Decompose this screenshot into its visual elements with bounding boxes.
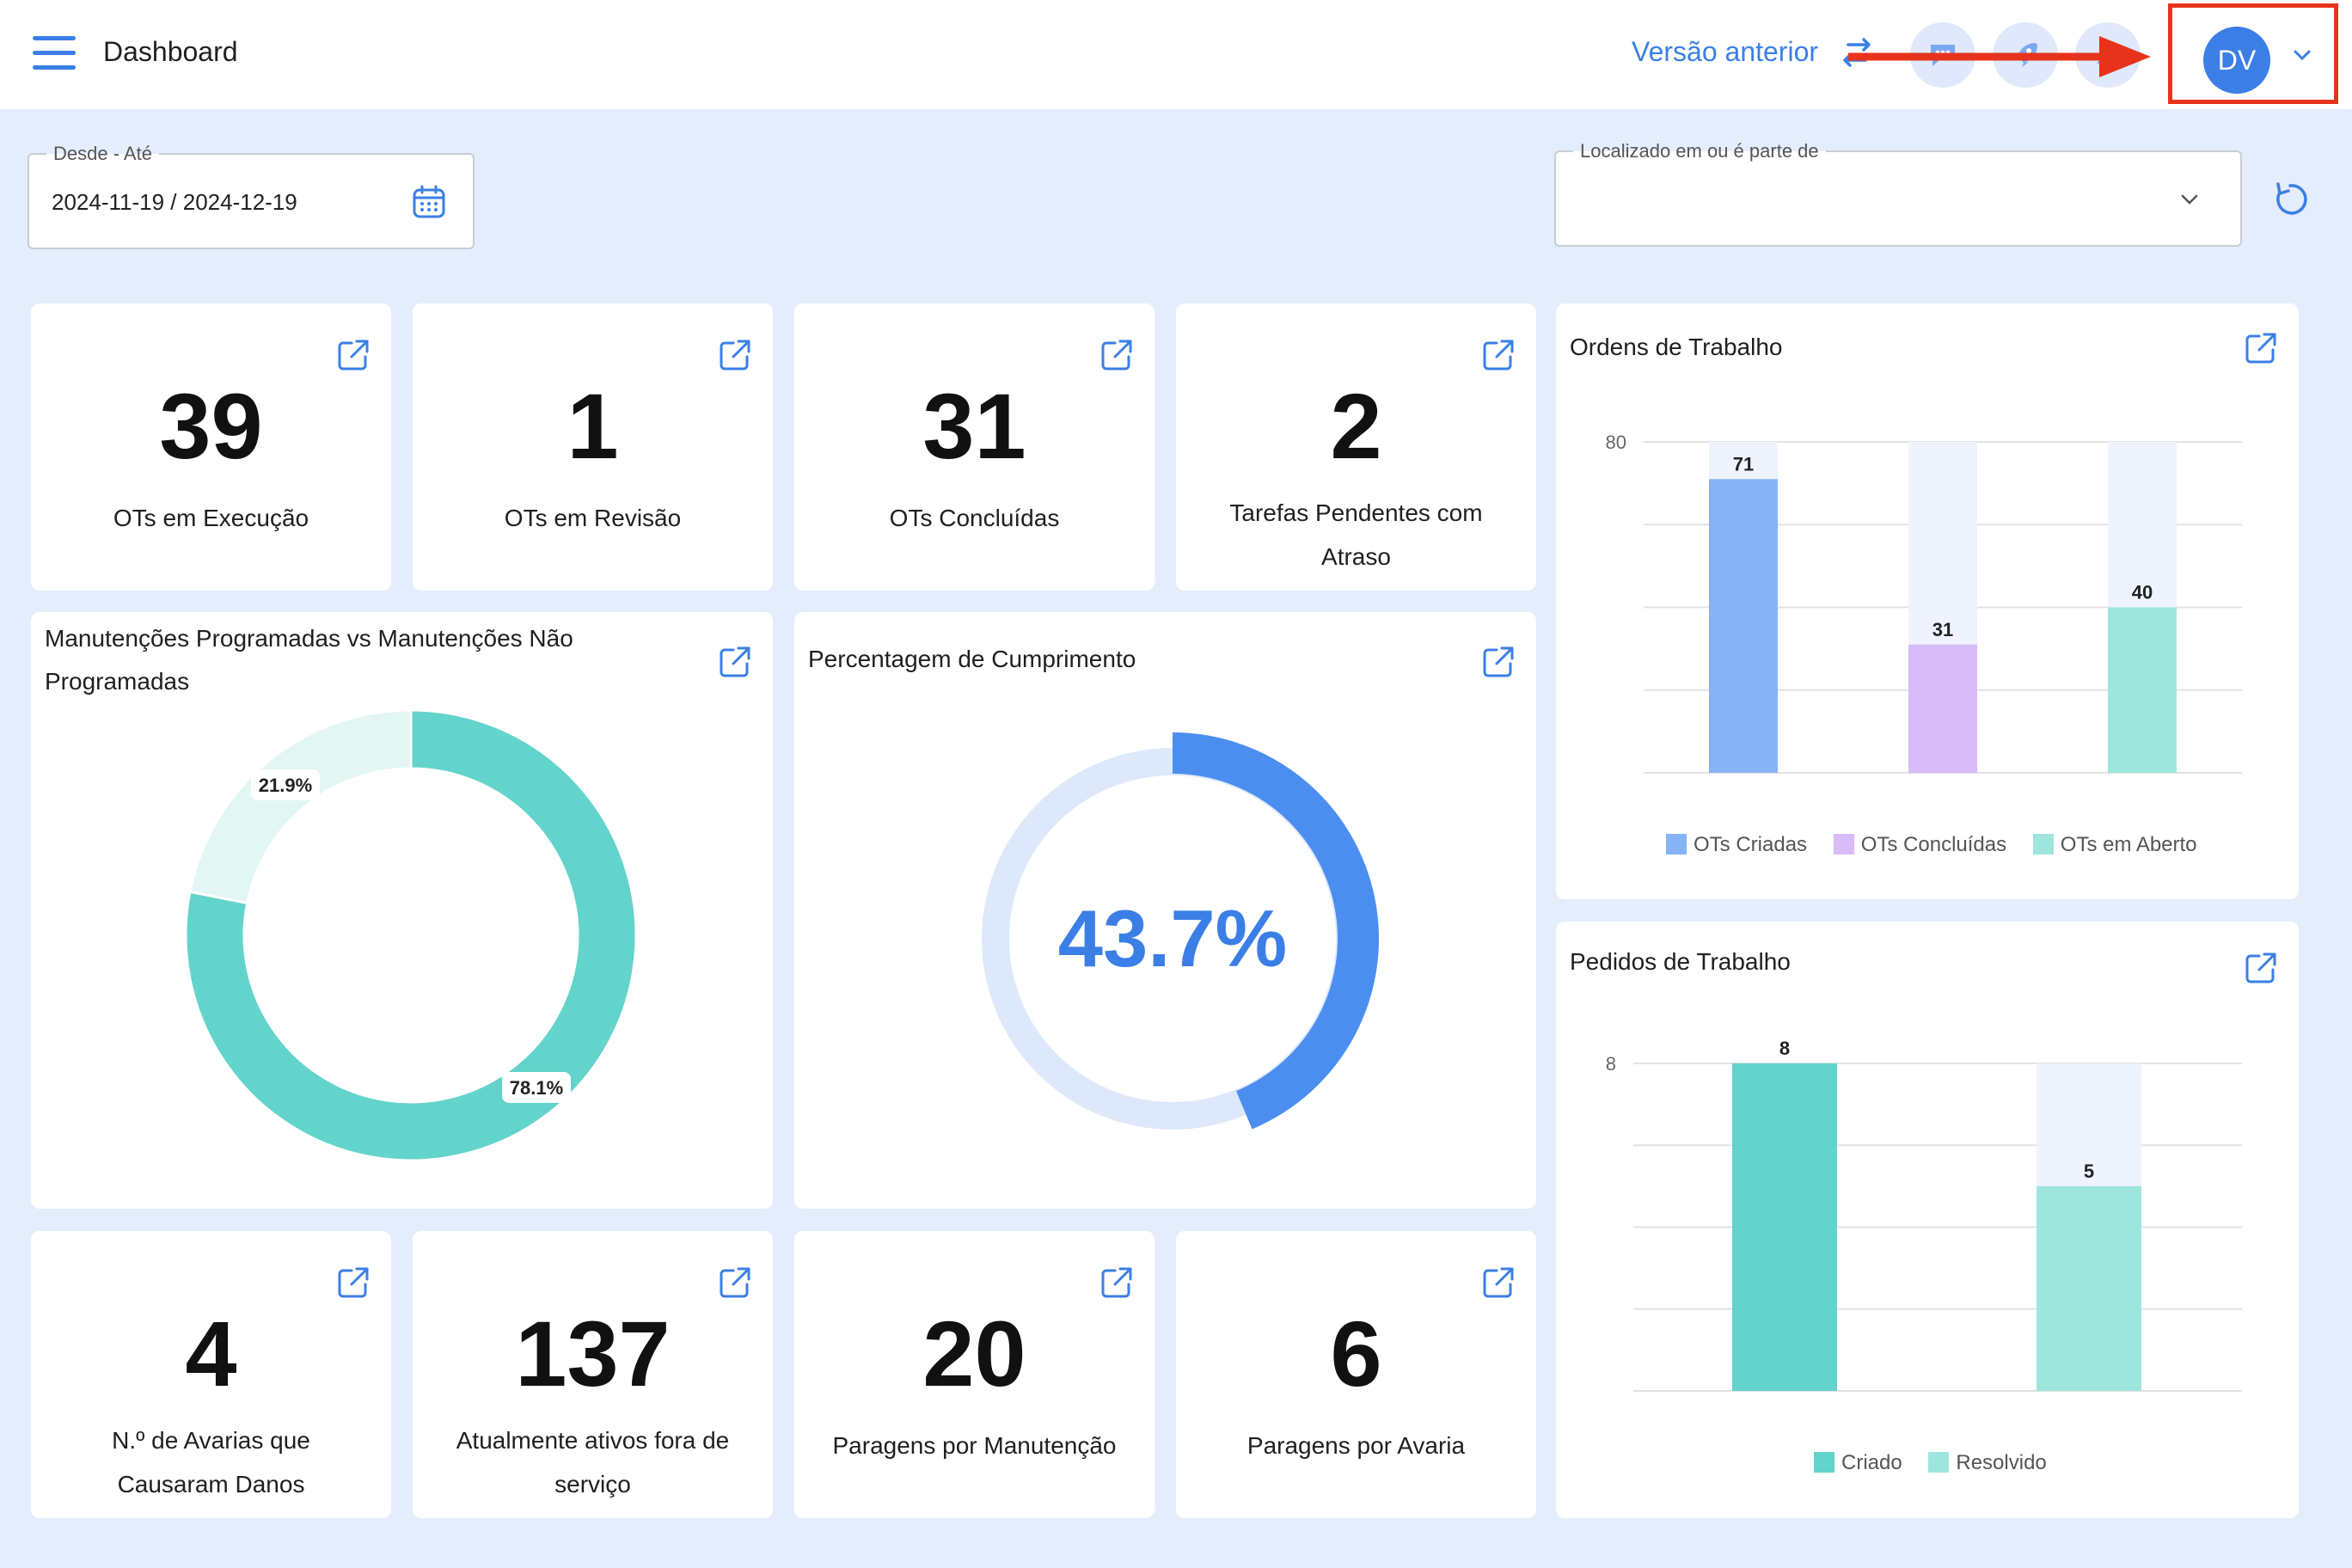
chevron-down-icon[interactable]: [2180, 193, 2199, 205]
kpi-value: 6: [1330, 1302, 1382, 1406]
gauge-value-label: 43.7%: [1058, 893, 1288, 983]
external-link-icon[interactable]: [334, 336, 372, 374]
legend-item[interactable]: OTs Criadas: [1666, 833, 1807, 856]
bar-value-label: 71: [1733, 453, 1754, 475]
external-link-icon[interactable]: [334, 1264, 372, 1302]
calendar-icon[interactable]: [411, 184, 447, 220]
kpi-label: Paragens por Avaria: [1246, 1432, 1466, 1459]
chart-legend: OTs Criadas OTs Concluídas OTs em Aberto: [1666, 833, 2218, 857]
kpi-card-tarefas-pendentes[interactable]: 2 Tarefas Pendentes com Atraso: [1176, 303, 1536, 591]
gauge-chart: 43.7%: [982, 732, 1380, 1130]
bar-value-label: 5: [2084, 1161, 2094, 1182]
bar[interactable]: [1709, 479, 1778, 773]
date-range-field[interactable]: Desde - Até 2024-11-19 / 2024-12-19: [28, 143, 475, 249]
svg-text:21.9%: 21.9%: [259, 775, 312, 796]
kpi-value: 137: [515, 1302, 671, 1406]
bar[interactable]: [2108, 607, 2177, 774]
external-link-icon[interactable]: [716, 336, 754, 374]
date-range-label: Desde - Até: [46, 143, 159, 165]
location-select[interactable]: Localizado em ou é parte de: [1554, 140, 2242, 247]
bar-chart: 80 71 31 40: [1606, 432, 2242, 774]
external-link-icon[interactable]: [1098, 1264, 1136, 1302]
external-link-icon[interactable]: [2242, 949, 2280, 987]
donut-chart: 78.1% 21.9%: [184, 708, 638, 1162]
y-tick-label: 80: [1606, 432, 1626, 453]
donut-slice[interactable]: [184, 708, 638, 1162]
bar-value-label: 31: [1932, 619, 1953, 640]
annotation-arrow-icon: [1848, 36, 2151, 77]
legend-item[interactable]: OTs Concluídas: [1833, 833, 2006, 856]
gauge-value-arc: [1173, 732, 1380, 1130]
chart-title: Pedidos de Trabalho: [1570, 948, 1791, 975]
date-range-value[interactable]: 2024-11-19 / 2024-12-19: [52, 189, 297, 215]
kpi-card-ots-em-execucao[interactable]: 39 OTs em Execução: [31, 303, 391, 591]
chart-card-ordens-trabalho: Ordens de Trabalho 80 71 31 40 OTs Criadas …: [1556, 303, 2299, 899]
bar-value-label: 8: [1779, 1038, 1790, 1059]
bar-value-label: 40: [2132, 582, 2153, 603]
external-link-icon[interactable]: [716, 1264, 754, 1302]
bar[interactable]: [1908, 644, 1977, 773]
chart-card-manutencoes: Manutenções Programadas vs Manutenções N…: [31, 612, 773, 1209]
external-link-icon[interactable]: [1479, 1264, 1517, 1302]
kpi-value: 1: [567, 374, 619, 478]
user-menu[interactable]: DV: [2168, 3, 2338, 104]
kpi-label: Paragens por Manutenção: [832, 1432, 1117, 1459]
chart-title: Manutenções Programadas vs Manutenções N…: [45, 625, 573, 695]
external-link-icon[interactable]: [1098, 336, 1136, 374]
kpi-card-ots-em-revisao[interactable]: 1 OTs em Revisão: [413, 303, 773, 591]
location-label: Localizado em ou é parte de: [1573, 140, 1826, 162]
kpi-label: Tarefas Pendentes com Atraso: [1229, 499, 1483, 570]
chevron-down-icon[interactable]: [2293, 49, 2312, 61]
chart-title: Percentagem de Cumprimento: [808, 646, 1136, 672]
chart-card-cumprimento: Percentagem de Cumprimento 43.7%: [794, 612, 1536, 1209]
kpi-card-paragens-avaria[interactable]: 6 Paragens por Avaria: [1176, 1231, 1536, 1518]
top-header: Dashboard Versão anterior DV: [0, 0, 2352, 109]
kpi-value: 31: [922, 374, 1026, 478]
legend-item[interactable]: Resolvido: [1928, 1451, 2047, 1474]
menu-icon[interactable]: [33, 36, 76, 70]
kpi-value: 4: [185, 1302, 237, 1406]
bar-chart: 8 8 5: [1606, 1038, 2242, 1392]
kpi-label: OTs em Revisão: [504, 505, 682, 531]
external-link-icon[interactable]: [1479, 336, 1517, 374]
y-tick-label: 8: [1606, 1053, 1616, 1075]
kpi-card-ativos-fora-servico[interactable]: 137 Atualmente ativos fora de serviço: [413, 1231, 773, 1518]
kpi-card-ots-concluidas[interactable]: 31 OTs Concluídas: [794, 303, 1155, 591]
donut-slice[interactable]: [188, 708, 413, 905]
svg-text:78.1%: 78.1%: [510, 1077, 563, 1099]
kpi-card-paragens-manutencao[interactable]: 20 Paragens por Manutenção: [794, 1231, 1155, 1518]
kpi-label: OTs Concluídas: [889, 505, 1060, 531]
external-link-icon[interactable]: [2242, 329, 2280, 367]
kpi-card-avarias-danos[interactable]: 4 N.º de Avarias que Causaram Danos: [31, 1231, 391, 1518]
donut-slice-label: 21.9%: [251, 769, 320, 800]
avatar[interactable]: DV: [2203, 27, 2270, 94]
chart-card-pedidos-trabalho: Pedidos de Trabalho 8 8 5 Criado Resolvido: [1556, 922, 2299, 1518]
external-link-icon[interactable]: [1479, 643, 1517, 681]
kpi-value: 2: [1330, 374, 1382, 478]
kpi-label: N.º de Avarias que Causaram Danos: [112, 1427, 310, 1498]
page-title: Dashboard: [103, 36, 238, 67]
kpi-value: 39: [159, 374, 263, 478]
external-link-icon[interactable]: [716, 643, 754, 681]
refresh-icon[interactable]: [2271, 181, 2309, 218]
legend-item[interactable]: Criado: [1814, 1451, 1902, 1474]
kpi-label: Atualmente ativos fora de serviço: [456, 1427, 730, 1498]
previous-version-link[interactable]: Versão anterior: [1632, 36, 1819, 67]
kpi-value: 20: [922, 1302, 1026, 1406]
donut-slice-label: 78.1%: [502, 1072, 571, 1103]
chart-title: Ordens de Trabalho: [1570, 334, 1783, 360]
bar[interactable]: [1732, 1063, 1837, 1391]
chart-legend: Criado Resolvido: [1814, 1451, 2067, 1475]
kpi-label: OTs em Execução: [113, 505, 309, 531]
bar[interactable]: [2037, 1185, 2141, 1391]
legend-item[interactable]: OTs em Aberto: [2032, 833, 2197, 856]
